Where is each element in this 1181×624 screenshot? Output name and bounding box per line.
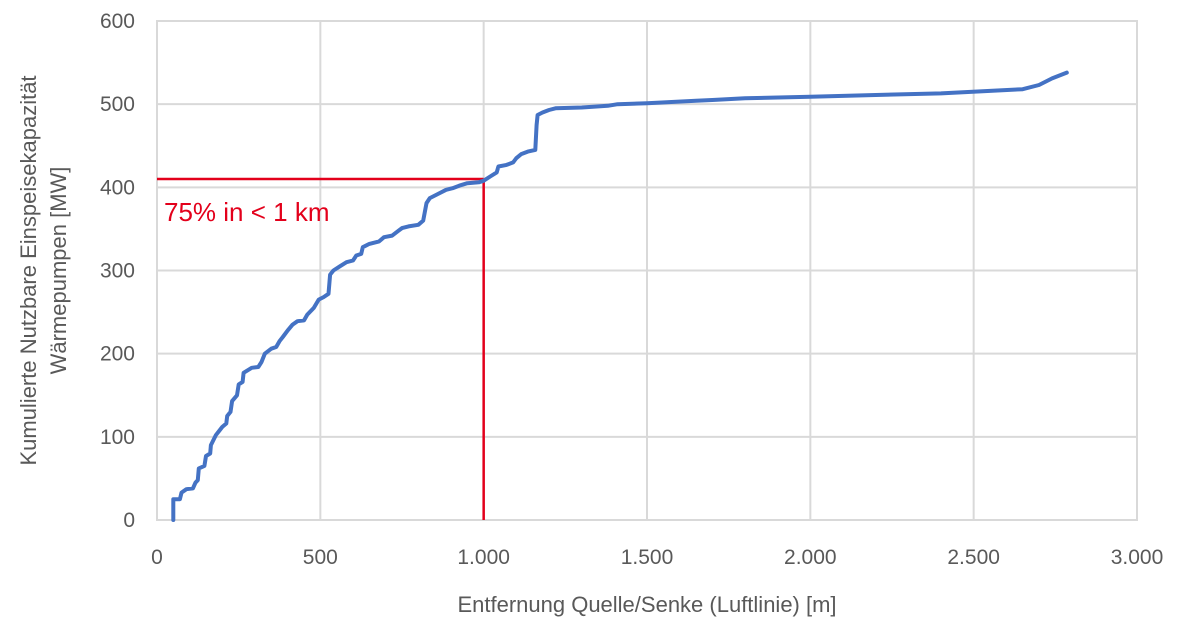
y-tick-label: 300 xyxy=(100,260,135,283)
series-layer xyxy=(171,70,1069,522)
annotation-lines xyxy=(157,177,485,520)
grid-lines xyxy=(156,20,1138,521)
y-tick-label: 100 xyxy=(100,426,135,449)
x-tick-label: 2.000 xyxy=(784,546,837,569)
plot-area-frame xyxy=(156,20,1138,521)
y-tick-label: 200 xyxy=(100,343,135,366)
x-tick-label: 500 xyxy=(303,546,338,569)
y-tick-label: 400 xyxy=(100,176,135,199)
x-tick-label: 0 xyxy=(151,546,163,569)
y-tick-label: 0 xyxy=(123,509,135,532)
series-line xyxy=(171,70,1069,522)
x-tick-label: 1.500 xyxy=(621,546,674,569)
x-tick-label: 3.000 xyxy=(1111,546,1164,569)
y-axis-title-line-2: Wärmepumpen [MW] xyxy=(46,167,71,375)
x-axis-tick-labels: 0 500 1.000 1.500 2.000 2.500 3.000 xyxy=(151,546,1163,569)
y-tick-label: 600 xyxy=(100,10,135,33)
x-axis-title: Entfernung Quelle/Senke (Luftlinie) [m] xyxy=(457,592,836,617)
x-tick-label: 2.500 xyxy=(947,546,1000,569)
annotation-label: 75% in < 1 km xyxy=(164,197,329,227)
y-axis-title-line-1: Kumulierte Nutzbare Einspeisekapazität xyxy=(16,75,41,465)
y-tick-label: 500 xyxy=(100,93,135,116)
x-tick-label: 1.000 xyxy=(457,546,510,569)
y-axis-tick-labels: 0 100 200 300 400 500 600 xyxy=(100,10,135,532)
